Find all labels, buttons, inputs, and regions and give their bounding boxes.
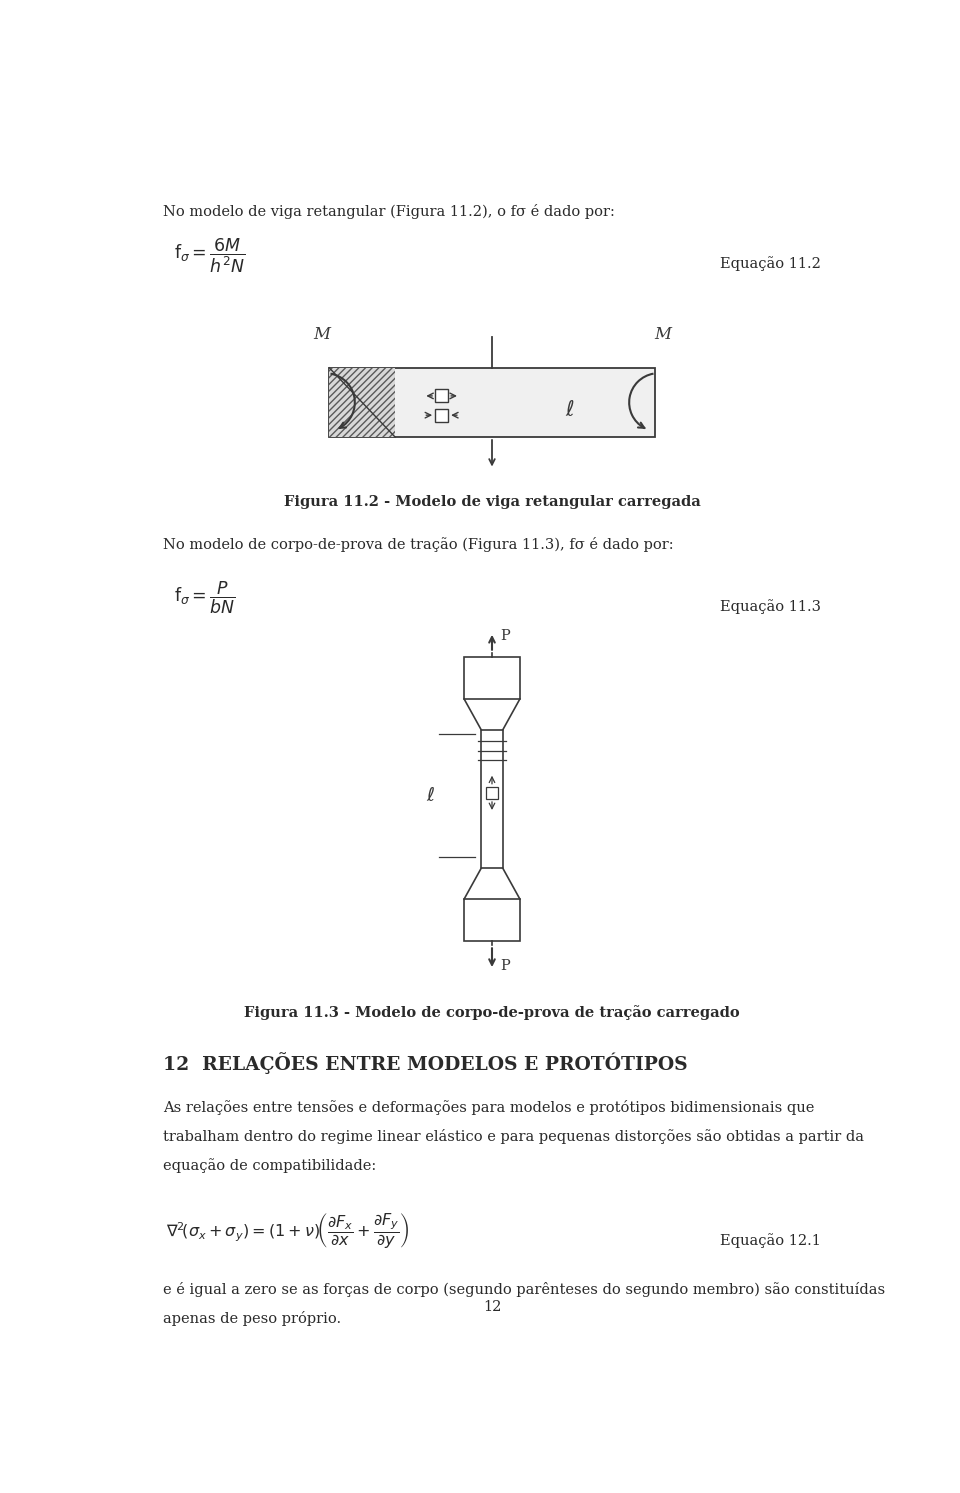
Text: Equação 11.3: Equação 11.3: [720, 599, 822, 614]
Bar: [435, 409, 448, 421]
Text: Figura 11.3 - Modelo de corpo-de-prova de tração carregado: Figura 11.3 - Modelo de corpo-de-prova d…: [244, 1005, 740, 1020]
Text: As relações entre tensões e deformações para modelos e protótipos bidimensionais: As relações entre tensões e deformações …: [162, 1100, 814, 1115]
Text: 12: 12: [483, 1299, 501, 1314]
Text: M: M: [654, 325, 671, 343]
Text: No modelo de viga retangular (Figura 11.2), o fσ é dado por:: No modelo de viga retangular (Figura 11.…: [162, 205, 614, 219]
Text: $\ell$: $\ell$: [564, 400, 574, 420]
Text: No modelo de corpo-de-prova de tração (Figura 11.3), fσ é dado por:: No modelo de corpo-de-prova de tração (F…: [162, 537, 673, 552]
Text: Equação 12.1: Equação 12.1: [721, 1233, 822, 1248]
Text: trabalham dentro do regime linear elástico e para pequenas distorções são obtida: trabalham dentro do regime linear elásti…: [162, 1129, 864, 1144]
Text: equação de compatibilidade:: equação de compatibilidade:: [162, 1159, 376, 1172]
Text: $\mathrm{f}_{\sigma} = \dfrac{6M}{h^{2}N}$: $\mathrm{f}_{\sigma} = \dfrac{6M}{h^{2}N…: [175, 237, 246, 275]
Bar: [329, 367, 655, 437]
Text: e é igual a zero se as forças de corpo (segundo parênteses do segundo membro) sã: e é igual a zero se as forças de corpo (…: [162, 1282, 885, 1297]
Text: Figura 11.2 - Modelo de viga retangular carregada: Figura 11.2 - Modelo de viga retangular …: [283, 494, 701, 509]
Bar: [464, 657, 520, 699]
Text: $\nabla^{2}\!\left(\sigma_{x}+\sigma_{y}\right)=\left(1+\nu\right)\!\left(\dfrac: $\nabla^{2}\!\left(\sigma_{x}+\sigma_{y}…: [166, 1211, 410, 1251]
Bar: [486, 787, 498, 799]
Text: 12  RELAÇÕES ENTRE MODELOS E PROTÓTIPOS: 12 RELAÇÕES ENTRE MODELOS E PROTÓTIPOS: [162, 1053, 687, 1075]
Text: $\mathrm{f}_{\sigma} = \dfrac{P}{bN}$: $\mathrm{f}_{\sigma} = \dfrac{P}{bN}$: [175, 579, 236, 617]
Bar: [435, 390, 448, 403]
Text: Equação 11.2: Equação 11.2: [721, 257, 822, 272]
Text: apenas de peso próprio.: apenas de peso próprio.: [162, 1311, 341, 1326]
Text: P: P: [500, 629, 510, 643]
Bar: [464, 899, 520, 942]
Text: P: P: [500, 959, 510, 973]
Bar: [481, 730, 503, 869]
Text: $\ell$: $\ell$: [425, 785, 435, 805]
Bar: [329, 367, 396, 437]
Text: M: M: [313, 325, 330, 343]
